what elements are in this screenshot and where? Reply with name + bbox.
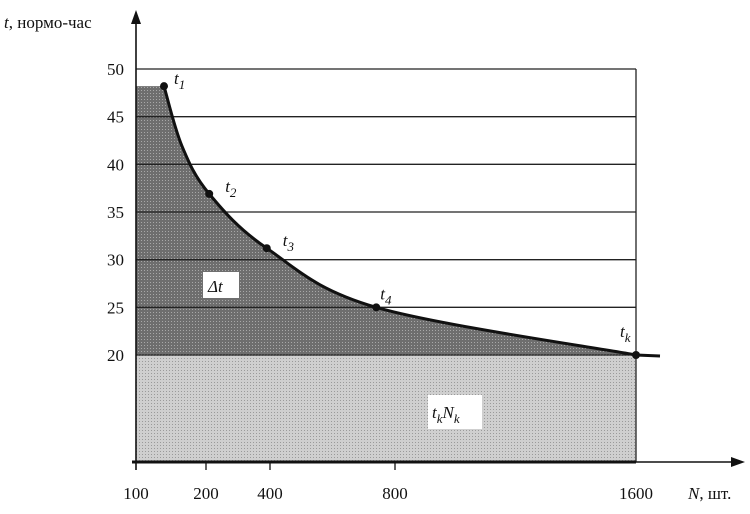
x-tick-100: 100 <box>123 484 149 503</box>
point-tk <box>632 351 640 359</box>
x-tick-800: 800 <box>382 484 408 503</box>
point-t2 <box>205 189 214 198</box>
tknk-label-bg <box>428 395 482 429</box>
point-label-t4: t4 <box>380 284 392 307</box>
y-tick-25: 25 <box>107 298 124 317</box>
y-tick-45: 45 <box>107 108 124 127</box>
x-tick-400: 400 <box>257 484 283 503</box>
series-line <box>162 85 661 358</box>
point-t4 <box>372 303 381 312</box>
point-label-t3: t3 <box>283 231 295 254</box>
y-tick-40: 40 <box>107 155 124 174</box>
point-label-t2: t2 <box>225 177 237 200</box>
x-axis-label: N, шт. <box>687 484 731 503</box>
y-axis-label: t, нормо-час <box>4 13 92 32</box>
x-axis-arrow-icon <box>731 457 745 467</box>
y-tick-50: 50 <box>107 60 124 79</box>
y-tick-20: 20 <box>107 346 124 365</box>
x-tick-1600: 1600 <box>619 484 653 503</box>
delta-t-label: Δt <box>207 277 224 296</box>
area-tknk <box>136 355 636 462</box>
y-tick-35: 35 <box>107 203 124 222</box>
area-delta-t <box>136 86 636 355</box>
y-axis-arrow-icon <box>131 10 141 24</box>
y-tick-30: 30 <box>107 251 124 270</box>
point-t3 <box>262 244 271 253</box>
point-t1 <box>160 82 168 91</box>
point-label-tk: tk <box>620 322 631 345</box>
x-tick-200: 200 <box>193 484 219 503</box>
delta-t-label-bg <box>203 272 239 298</box>
point-label-t1: t1 <box>174 69 185 92</box>
